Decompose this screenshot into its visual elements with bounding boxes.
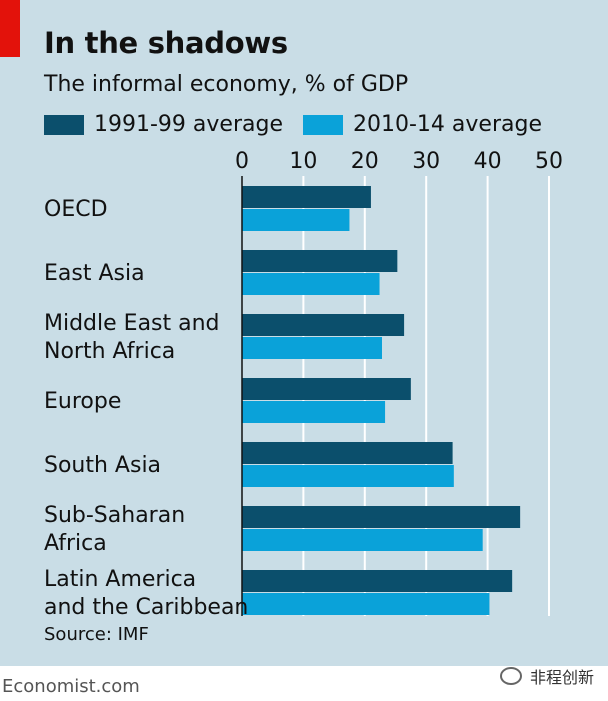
category-label: Europe [44, 389, 121, 414]
legend-item-2010: 2010-14 average [303, 112, 542, 137]
bar-latin-america-and-the-caribbean-2010 [242, 593, 490, 615]
watermark-text: 非程创新 [530, 668, 595, 687]
bar-oecd-2010 [242, 209, 350, 231]
bar-south-asia-1991 [242, 442, 453, 464]
category-label: Middle East and North Africa [44, 311, 220, 364]
legend-swatch-1991 [44, 114, 84, 135]
category-label-line: East Asia [44, 261, 145, 286]
category-label-line: Middle East and [44, 311, 220, 336]
category-label: OECD [44, 197, 108, 222]
chart-subtitle: The informal economy, % of GDP [44, 72, 409, 97]
x-tick-label-30: 30 [412, 149, 440, 174]
bar-europe-2010 [242, 401, 386, 423]
category-label-line: Latin America [44, 567, 196, 592]
bar-middle-east-and-north-africa-1991 [242, 314, 405, 336]
category-label-line: Africa [44, 531, 107, 556]
bar-europe-1991 [242, 378, 411, 400]
chart-title: In the shadows [44, 26, 288, 60]
legend-item-1991: 1991-99 average [44, 112, 283, 137]
bar-sub-saharan-africa-1991 [242, 506, 521, 528]
category-label-line: Europe [44, 389, 121, 414]
bar-sub-saharan-africa-2010 [242, 529, 483, 551]
bar-latin-america-and-the-caribbean-1991 [242, 570, 513, 592]
red-corner-tag [0, 0, 20, 57]
x-tick-label-10: 10 [289, 149, 317, 174]
x-tick-label-0: 0 [235, 149, 249, 174]
wechat-icon [500, 667, 522, 685]
category-label: South Asia [44, 453, 161, 478]
x-tick-label-20: 20 [351, 149, 379, 174]
bar-east-asia-2010 [242, 273, 380, 295]
bar-middle-east-and-north-africa-2010 [242, 337, 382, 359]
source-note: Source: IMF [44, 624, 149, 645]
bar-east-asia-1991 [242, 250, 398, 272]
category-label-line: OECD [44, 197, 108, 222]
category-label: East Asia [44, 261, 145, 286]
watermark: 非程创新 [500, 664, 594, 688]
bar-south-asia-2010 [242, 465, 454, 487]
x-tick-label-40: 40 [474, 149, 502, 174]
bar-chart: 0 10 20 30 40 50 OECD East Asia Middle East and N… [44, 149, 563, 620]
legend-swatch-2010 [303, 114, 343, 135]
category-label-line: and the Caribbean [44, 595, 248, 620]
legend-label-2010: 2010-14 average [353, 112, 542, 137]
category-label: Latin America and the Caribbean [44, 567, 248, 620]
category-label: Sub-Saharan Africa [44, 503, 185, 556]
x-tick-label-50: 50 [535, 149, 563, 174]
bar-oecd-1991 [242, 186, 371, 208]
brand-footer: Economist.com [2, 676, 140, 697]
legend-label-1991: 1991-99 average [94, 112, 283, 137]
category-label-line: South Asia [44, 453, 161, 478]
category-label-line: Sub-Saharan [44, 503, 185, 528]
category-label-line: North Africa [44, 339, 175, 364]
